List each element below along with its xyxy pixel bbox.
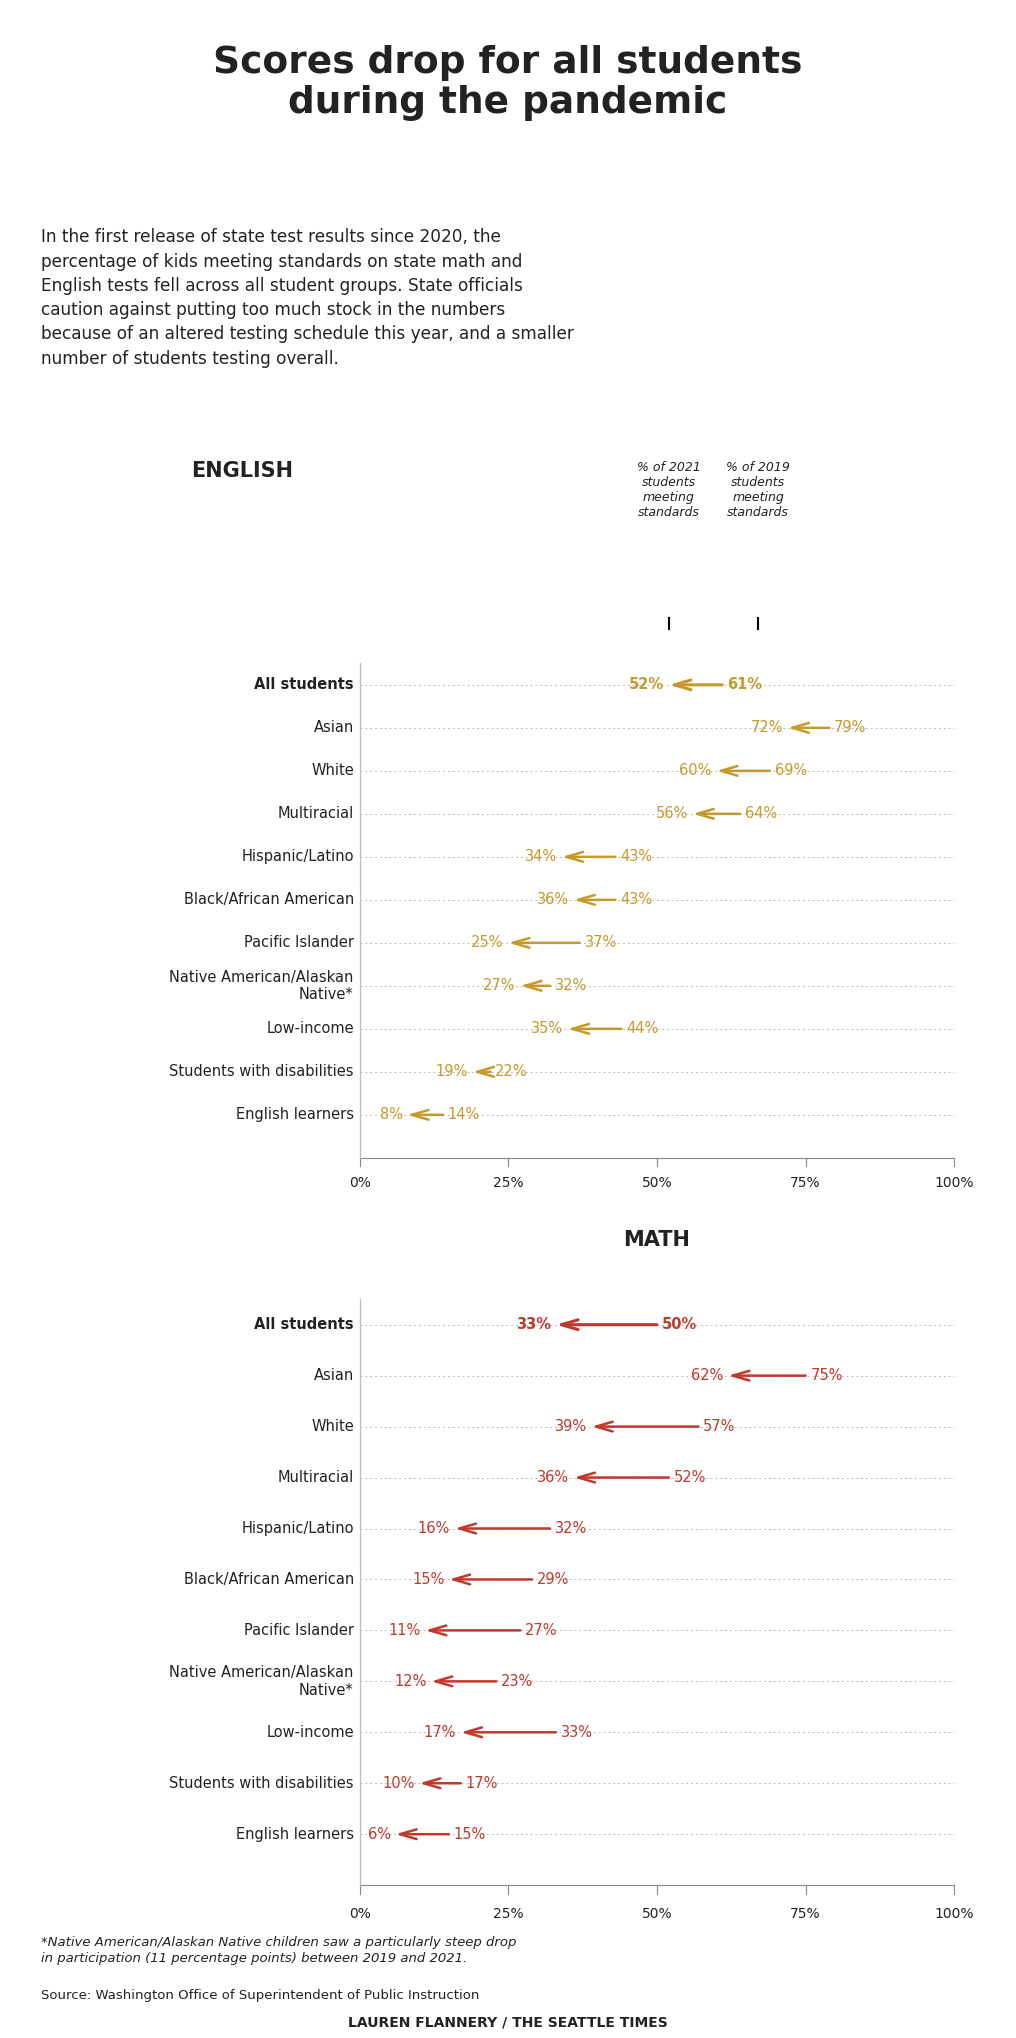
Text: Black/African American: Black/African American	[184, 1571, 354, 1588]
Text: 52%: 52%	[674, 1469, 706, 1486]
Text: 62%: 62%	[691, 1367, 723, 1384]
Text: 6%: 6%	[368, 1826, 391, 1842]
Text: 50%: 50%	[661, 1317, 697, 1333]
Text: 25%: 25%	[493, 1908, 523, 1920]
Text: 100%: 100%	[935, 1176, 973, 1190]
Text: 15%: 15%	[411, 1571, 444, 1588]
Text: 12%: 12%	[394, 1673, 427, 1690]
Text: 61%: 61%	[727, 677, 762, 693]
Text: 50%: 50%	[642, 1176, 673, 1190]
Text: Hispanic/Latino: Hispanic/Latino	[242, 850, 354, 864]
Text: 35%: 35%	[531, 1021, 563, 1037]
Text: White: White	[311, 764, 354, 779]
Text: 32%: 32%	[555, 978, 587, 993]
Text: MATH: MATH	[624, 1231, 691, 1251]
Text: 19%: 19%	[436, 1064, 468, 1080]
Text: English learners: English learners	[236, 1107, 354, 1123]
Text: 37%: 37%	[584, 935, 617, 950]
Text: 0%: 0%	[348, 1176, 371, 1190]
Text: ENGLISH: ENGLISH	[191, 461, 294, 481]
Text: 75%: 75%	[790, 1908, 821, 1920]
Text: 44%: 44%	[626, 1021, 658, 1037]
Text: % of 2021
students
meeting
standards: % of 2021 students meeting standards	[637, 461, 701, 520]
Text: 11%: 11%	[388, 1622, 421, 1639]
Text: 25%: 25%	[493, 1176, 523, 1190]
Text: All students: All students	[254, 1317, 354, 1333]
Text: 79%: 79%	[834, 719, 867, 736]
Text: 36%: 36%	[536, 893, 569, 907]
Text: 69%: 69%	[774, 764, 807, 779]
Text: 57%: 57%	[703, 1418, 736, 1435]
Text: Black/African American: Black/African American	[184, 893, 354, 907]
Text: 56%: 56%	[655, 807, 688, 821]
Text: 43%: 43%	[620, 893, 652, 907]
Text: *Native American/Alaskan Native children saw a particularly steep drop
in partic: *Native American/Alaskan Native children…	[41, 1936, 516, 1965]
Text: 72%: 72%	[751, 719, 783, 736]
Text: Low-income: Low-income	[266, 1021, 354, 1037]
Text: Students with disabilities: Students with disabilities	[170, 1775, 354, 1791]
Text: 33%: 33%	[561, 1724, 592, 1740]
Text: English learners: English learners	[236, 1826, 354, 1842]
Text: Scores drop for all students
during the pandemic: Scores drop for all students during the …	[213, 45, 803, 120]
Text: 15%: 15%	[454, 1826, 486, 1842]
Text: Low-income: Low-income	[266, 1724, 354, 1740]
Text: White: White	[311, 1418, 354, 1435]
Text: 64%: 64%	[745, 807, 777, 821]
Text: 27%: 27%	[483, 978, 515, 993]
Text: Students with disabilities: Students with disabilities	[170, 1064, 354, 1080]
Text: Pacific Islander: Pacific Islander	[244, 935, 354, 950]
Text: 8%: 8%	[380, 1107, 402, 1123]
Text: 100%: 100%	[935, 1908, 973, 1920]
Text: 29%: 29%	[536, 1571, 569, 1588]
Text: 23%: 23%	[501, 1673, 533, 1690]
Text: Native American/Alaskan
Native*: Native American/Alaskan Native*	[170, 970, 354, 1003]
Text: 60%: 60%	[680, 764, 711, 779]
Text: Asian: Asian	[314, 719, 354, 736]
Text: 25%: 25%	[471, 935, 504, 950]
Text: 75%: 75%	[811, 1367, 842, 1384]
Text: 52%: 52%	[629, 677, 664, 693]
Text: 36%: 36%	[536, 1469, 569, 1486]
Text: Pacific Islander: Pacific Islander	[244, 1622, 354, 1639]
Text: 10%: 10%	[382, 1775, 415, 1791]
Text: Hispanic/Latino: Hispanic/Latino	[242, 1520, 354, 1537]
Text: 14%: 14%	[448, 1107, 480, 1123]
Text: 27%: 27%	[525, 1622, 558, 1639]
Text: Asian: Asian	[314, 1367, 354, 1384]
Text: 17%: 17%	[465, 1775, 498, 1791]
Text: Multiracial: Multiracial	[277, 807, 354, 821]
Text: In the first release of state test results since 2020, the
percentage of kids me: In the first release of state test resul…	[41, 228, 573, 367]
Text: Native American/Alaskan
Native*: Native American/Alaskan Native*	[170, 1665, 354, 1698]
Text: Multiracial: Multiracial	[277, 1469, 354, 1486]
Text: % of 2019
students
meeting
standards: % of 2019 students meeting standards	[726, 461, 789, 520]
Text: 17%: 17%	[424, 1724, 456, 1740]
Text: 43%: 43%	[620, 850, 652, 864]
Text: 0%: 0%	[348, 1908, 371, 1920]
Text: All students: All students	[254, 677, 354, 693]
Text: 34%: 34%	[525, 850, 557, 864]
Text: 32%: 32%	[555, 1520, 587, 1537]
Text: 50%: 50%	[642, 1908, 673, 1920]
Text: Source: Washington Office of Superintendent of Public Instruction: Source: Washington Office of Superintend…	[41, 1989, 479, 2001]
Text: 16%: 16%	[418, 1520, 450, 1537]
Text: 22%: 22%	[496, 1064, 527, 1080]
Text: LAUREN FLANNERY / THE SEATTLE TIMES: LAUREN FLANNERY / THE SEATTLE TIMES	[348, 2016, 668, 2030]
Text: 39%: 39%	[555, 1418, 587, 1435]
Text: 75%: 75%	[790, 1176, 821, 1190]
Text: 33%: 33%	[516, 1317, 551, 1333]
